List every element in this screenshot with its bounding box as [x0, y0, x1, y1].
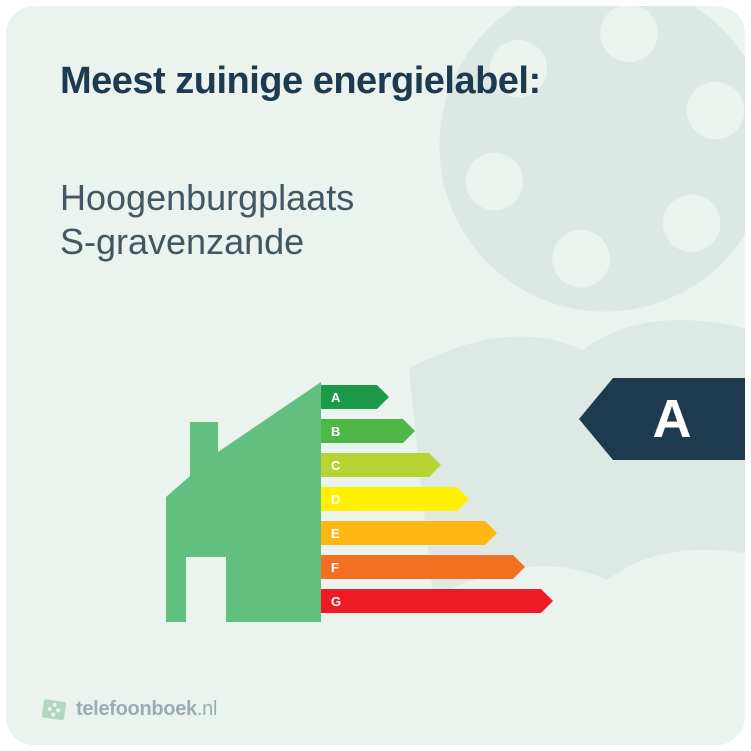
energy-bar-e: E	[321, 518, 485, 548]
brand-text: telefoonboek.nl	[76, 698, 217, 721]
card: Meest zuinige energielabel: Hoogenburgpl…	[6, 6, 745, 745]
bar-label: D	[331, 492, 340, 507]
energy-bar-g: G	[321, 586, 541, 616]
bar-label: B	[331, 424, 340, 439]
footer-branding: telefoonboek.nl	[40, 695, 217, 723]
energy-label-chart: A B C D	[166, 382, 596, 622]
bar-label: G	[331, 594, 341, 609]
energy-bar-d: D	[321, 484, 457, 514]
energy-bar-b: B	[321, 416, 403, 446]
energy-bar-a: A	[321, 382, 377, 412]
rating-value: A	[653, 388, 692, 450]
rating-badge: A	[613, 378, 745, 460]
bar-label: F	[331, 560, 339, 575]
brand-book-icon	[38, 693, 70, 725]
bar-label: C	[331, 458, 340, 473]
location-subtitle: Hoogenburgplaats S-gravenzande	[60, 176, 354, 264]
bar-label: E	[331, 526, 340, 541]
subtitle-line-2: S-gravenzande	[60, 220, 354, 264]
energy-bar-c: C	[321, 450, 429, 480]
subtitle-line-1: Hoogenburgplaats	[60, 176, 354, 220]
page-title: Meest zuinige energielabel:	[60, 60, 541, 103]
house-icon	[166, 382, 321, 622]
energy-bar-f: F	[321, 552, 513, 582]
bar-label: A	[331, 390, 340, 405]
